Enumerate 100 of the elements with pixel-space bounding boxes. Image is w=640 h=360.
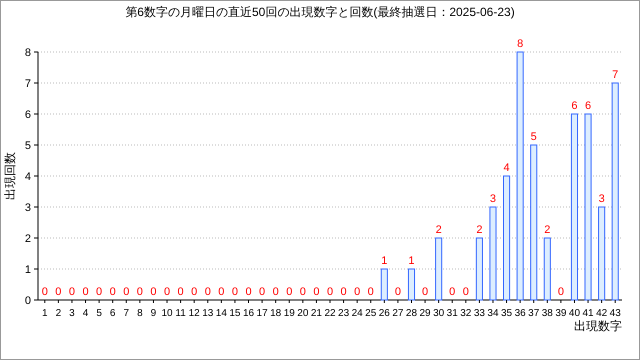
x-tick-label: 35: [500, 308, 513, 319]
y-tick-label: 2: [24, 233, 31, 245]
x-tick-label: 21: [310, 308, 322, 319]
x-tick-label: 42: [596, 308, 608, 319]
x-tick-label: 18: [270, 308, 282, 319]
y-tick-label: 5: [24, 140, 31, 152]
data-label: 0: [462, 286, 469, 298]
x-tick-label: 9: [150, 308, 157, 319]
x-tick-label: 43: [610, 308, 622, 319]
x-tick-label: 24: [352, 308, 364, 319]
bar: [544, 238, 551, 300]
y-tick-label: 8: [24, 47, 31, 59]
chart-title: 第6数字の月曜日の直近50回の出現数字と回数(最終抽選日：2025-06-23): [125, 5, 515, 19]
y-axis-title: 出現回数: [3, 152, 17, 200]
data-label: 0: [422, 286, 428, 298]
x-tick-label: 1: [42, 308, 48, 319]
data-label: 0: [340, 286, 347, 298]
x-tick-label: 13: [202, 308, 214, 319]
data-label: 0: [178, 286, 184, 298]
data-label: 2: [436, 224, 442, 236]
data-label: 0: [42, 286, 48, 298]
data-label: 0: [245, 286, 252, 298]
data-label: 4: [503, 162, 510, 174]
data-label: 0: [218, 286, 224, 298]
bar: [516, 52, 524, 300]
data-label: 0: [354, 286, 360, 298]
bar: [612, 82, 619, 300]
data-label: 0: [110, 286, 116, 298]
x-tick-label: 28: [406, 308, 418, 319]
data-label: 0: [96, 286, 102, 298]
x-tick-label: 8: [137, 308, 144, 319]
x-tick-label: 12: [188, 308, 200, 319]
data-label: 0: [449, 286, 456, 298]
x-tick-label: 38: [542, 308, 554, 319]
bar: [598, 206, 606, 300]
x-tick-label: 4: [82, 308, 89, 319]
bar: [476, 238, 483, 300]
x-tick-label: 31: [446, 308, 458, 319]
data-label: 0: [326, 286, 334, 298]
data-label: 0: [55, 286, 62, 298]
x-tick-label: 5: [96, 308, 102, 319]
data-label: 0: [136, 286, 143, 298]
bar: [570, 114, 578, 300]
x-tick-label: 30: [433, 308, 445, 319]
bar: [503, 176, 510, 300]
y-tick-label: 7: [24, 78, 31, 90]
data-label: 1: [408, 255, 415, 267]
x-tick-label: 2: [56, 308, 62, 319]
x-tick-label: 7: [124, 308, 130, 319]
bar: [380, 268, 388, 300]
data-label: 1: [381, 255, 388, 267]
y-tick-label: 4: [24, 171, 31, 183]
x-tick-label: 25: [365, 308, 377, 319]
data-label: 0: [272, 286, 279, 298]
x-tick-label: 36: [514, 308, 526, 319]
data-label: 0: [558, 286, 564, 298]
x-tick-label: 22: [324, 308, 336, 319]
x-tick-label: 10: [161, 308, 174, 319]
bar: [408, 268, 416, 300]
x-tick-label: 14: [216, 308, 228, 319]
data-label: 2: [476, 224, 482, 236]
x-tick-label: 15: [229, 308, 241, 319]
data-label: 3: [598, 193, 605, 205]
data-label: 0: [368, 286, 374, 298]
x-tick-label: 32: [460, 308, 472, 319]
x-tick-label: 34: [487, 308, 499, 319]
x-tick-label: 6: [110, 308, 116, 319]
x-tick-label: 41: [582, 308, 594, 319]
x-tick-label: 33: [474, 308, 486, 319]
x-axis-title: 出現数字: [574, 319, 622, 333]
data-label: 0: [286, 286, 292, 298]
y-tick-label: 3: [24, 202, 31, 214]
x-tick-label: 19: [284, 308, 296, 319]
data-label: 6: [571, 100, 578, 112]
data-label: 0: [164, 286, 170, 298]
data-label: 0: [313, 286, 320, 298]
data-label: 0: [259, 286, 266, 298]
data-label: 0: [300, 286, 306, 298]
data-label: 5: [530, 131, 537, 143]
y-tick-label: 0: [24, 295, 31, 307]
data-label: 2: [544, 224, 550, 236]
x-tick-label: 27: [392, 308, 404, 319]
data-label: 7: [612, 69, 618, 81]
bar: [435, 238, 442, 300]
y-tick-label: 1: [24, 264, 31, 276]
x-tick-label: 29: [420, 308, 432, 319]
data-label: 0: [191, 286, 198, 298]
data-label: 0: [82, 286, 89, 298]
bar: [584, 114, 592, 300]
x-tick-label: 26: [378, 308, 390, 319]
x-tick-label: 40: [568, 308, 580, 319]
data-label: 0: [232, 286, 238, 298]
x-tick-label: 20: [297, 308, 309, 319]
data-label: 0: [123, 286, 130, 298]
x-tick-label: 37: [528, 308, 540, 319]
bar: [530, 144, 538, 300]
x-tick-label: 39: [555, 308, 567, 319]
x-tick-label: 11: [175, 308, 186, 319]
data-label: 0: [204, 286, 211, 298]
x-tick-label: 16: [242, 308, 255, 319]
